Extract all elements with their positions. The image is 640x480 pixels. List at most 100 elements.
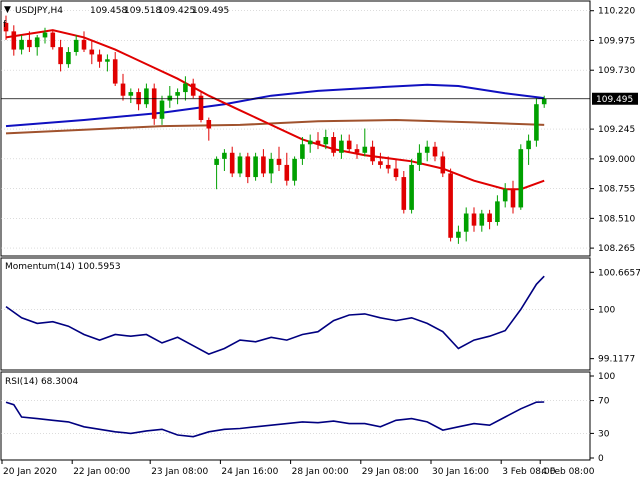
candle — [3, 15, 9, 40]
candle — [541, 95, 547, 108]
current-price-label: 109.495 — [596, 95, 633, 105]
candle-body — [487, 213, 492, 222]
candle — [268, 152, 274, 184]
candle — [128, 88, 134, 103]
candle — [34, 35, 40, 56]
candle — [206, 117, 212, 141]
candle — [354, 144, 360, 159]
candle-body — [34, 37, 40, 48]
rsi-axis: 100 70 30 0 — [590, 372, 615, 464]
candle-body — [183, 83, 188, 93]
low-value: 109.425 — [158, 6, 195, 16]
candle-body — [378, 161, 383, 165]
candle-body — [479, 213, 485, 226]
candle — [237, 152, 243, 178]
candle-body — [409, 164, 414, 210]
high-value: 109.518 — [124, 6, 161, 16]
candle — [300, 137, 305, 165]
sma-fast-line — [5, 29, 545, 191]
candle — [417, 144, 422, 171]
candle-body — [417, 152, 422, 165]
candle-body — [362, 146, 368, 153]
candle — [11, 25, 17, 56]
rsi-panel[interactable]: 100 70 30 0 RSI(14) 68.3004 — [0, 371, 615, 464]
candle-body — [393, 168, 399, 178]
candle — [424, 140, 430, 162]
candle-body — [167, 95, 173, 101]
candle — [393, 158, 399, 181]
candle-body — [456, 231, 461, 238]
rsi-grid — [1, 400, 590, 434]
time-tick-label: 3 Feb 08:00 — [502, 467, 556, 477]
price-tick-label: 109.730 — [598, 66, 635, 76]
candle-body — [214, 158, 219, 165]
candle — [89, 39, 95, 65]
candle-body — [401, 177, 407, 210]
candle — [105, 54, 110, 72]
candle — [112, 52, 118, 86]
candle — [175, 88, 180, 105]
momentum-tick-label: 100.6657 — [598, 268, 640, 278]
candle — [339, 134, 344, 159]
sma-slow-line — [5, 118, 545, 135]
candle — [261, 149, 266, 178]
candle — [167, 86, 173, 108]
candle-body — [11, 31, 17, 50]
candle-body — [245, 156, 251, 178]
candle — [456, 225, 461, 244]
time-tick-label: 29 Jan 08:00 — [362, 467, 419, 477]
candle — [518, 144, 524, 210]
price-tick-label: 109.245 — [598, 125, 635, 135]
candle-body — [300, 144, 305, 159]
candle-body — [144, 88, 149, 105]
candle-body — [502, 189, 508, 202]
price-tick-label: 109.000 — [598, 155, 635, 165]
candle — [346, 134, 352, 153]
price-tick-label: 108.755 — [598, 185, 635, 195]
candle — [471, 207, 477, 232]
candle-body — [58, 47, 63, 65]
candle — [27, 31, 32, 52]
candle-body — [42, 32, 48, 38]
candle — [66, 47, 71, 68]
momentum-panel-frame — [0, 257, 591, 371]
momentum-line — [5, 275, 545, 355]
candle-body — [354, 149, 360, 153]
candle — [50, 30, 56, 50]
candle — [323, 129, 329, 150]
candle — [315, 132, 321, 150]
momentum-tick-label: 99.1177 — [598, 355, 635, 365]
time-tick-label: 22 Jan 00:00 — [73, 467, 130, 477]
rsi-tick-label: 100 — [598, 372, 615, 382]
candle — [253, 152, 258, 181]
candle-body — [323, 137, 329, 145]
candle-body — [222, 152, 227, 159]
candle — [42, 27, 48, 44]
candle — [159, 95, 165, 125]
candle — [307, 134, 313, 153]
candle-body — [105, 59, 110, 62]
candle-body — [292, 158, 297, 181]
rsi-tick-label: 0 — [598, 454, 604, 464]
candle — [463, 207, 469, 242]
time-tick-label: 30 Jan 16:00 — [432, 467, 489, 477]
momentum-label: Momentum(14) 100.5953 — [5, 262, 121, 272]
candle — [284, 152, 290, 186]
candle-body — [136, 92, 141, 105]
candle-body — [151, 88, 157, 119]
price-panel[interactable]: 110.220 109.975 109.730 109.245 109.000 108.7… — [0, 0, 638, 257]
candle — [214, 156, 219, 190]
symbol-label: USDJPY,H4 — [15, 6, 63, 16]
collapse-arrow-icon[interactable]: ▼ — [4, 5, 11, 15]
rsi-label: RSI(14) 68.3004 — [5, 377, 78, 387]
time-tick-label: 4 Feb 08:00 — [541, 467, 595, 477]
candle — [120, 73, 126, 101]
candle — [245, 152, 251, 184]
price-tick-label: 108.265 — [598, 244, 635, 254]
candle-body — [495, 201, 500, 222]
candle-body — [175, 92, 180, 96]
candle-body — [432, 146, 438, 157]
momentum-panel[interactable]: 100.6657 100 99.1177 Momentum(14) 100.5953 — [0, 257, 640, 371]
candle-body — [253, 156, 258, 178]
